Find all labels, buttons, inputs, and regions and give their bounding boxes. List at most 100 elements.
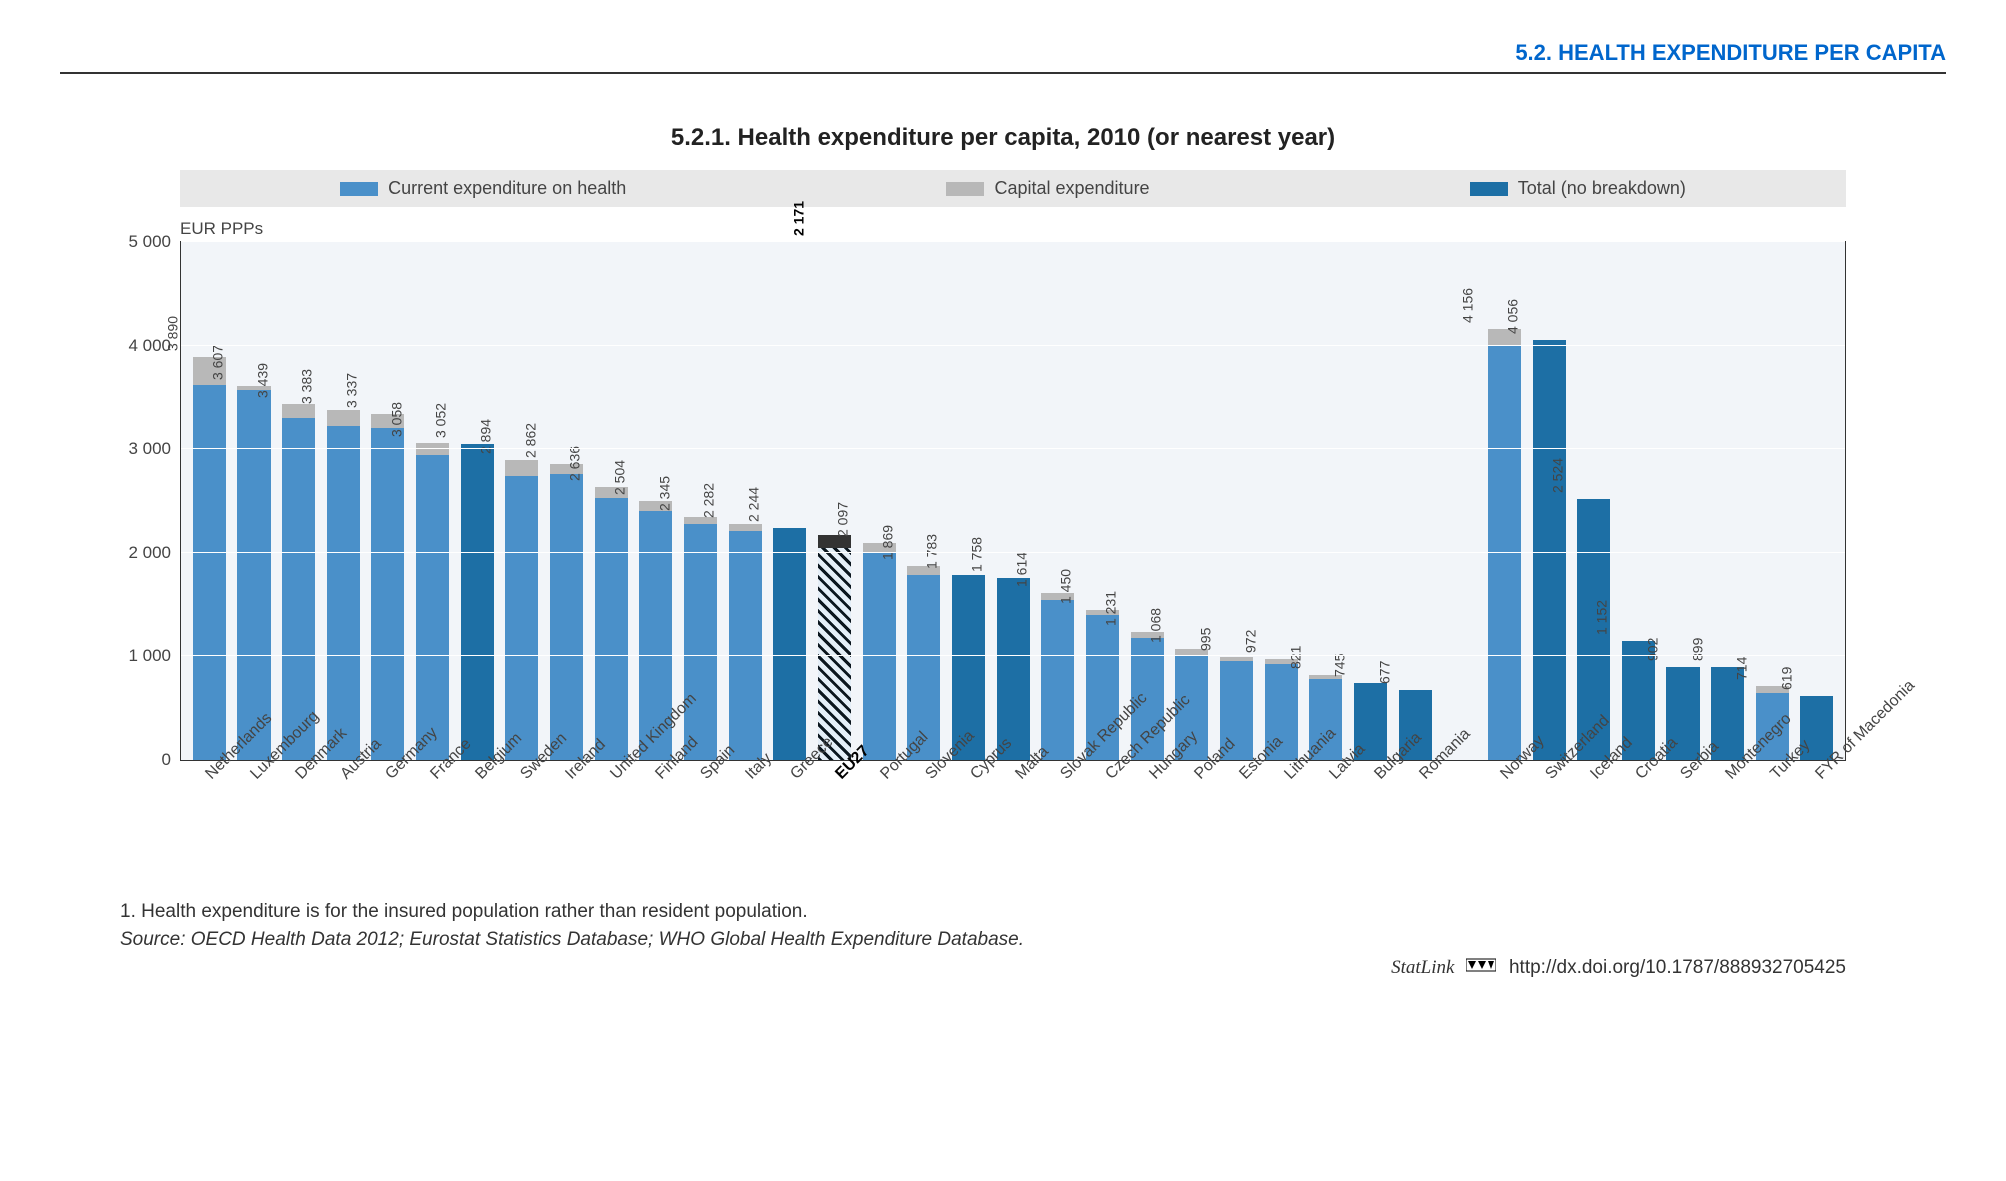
bar-slot: 3 052 xyxy=(455,242,500,760)
bar-slot: 3 439 xyxy=(276,242,321,760)
bar-slot: 1 758 xyxy=(991,242,1036,760)
bar-current xyxy=(684,524,717,760)
gridline xyxy=(181,345,1845,346)
bar-slot: 677 xyxy=(1393,242,1438,760)
bar-total: 2 244 xyxy=(773,528,806,760)
bar-current xyxy=(193,385,226,760)
y-tick-label: 1 000 xyxy=(111,646,171,666)
bar-value-label: 1 869 xyxy=(879,525,895,566)
bar-value-label: 1 614 xyxy=(1013,552,1029,593)
bar-value-label: 995 xyxy=(1198,628,1214,657)
bar-value-label: 2 097 xyxy=(835,502,851,543)
x-label-slot: Poland xyxy=(1175,765,1220,895)
y-tick-label: 5 000 xyxy=(111,232,171,252)
legend-swatch xyxy=(1470,182,1508,196)
bar-value-label: 902 xyxy=(1644,637,1660,666)
x-label-slot: Belgium xyxy=(456,765,501,895)
legend-label: Capital expenditure xyxy=(994,178,1149,199)
bar-value-label: 4 156 xyxy=(1460,288,1476,329)
bar-slot: 1 869 xyxy=(902,242,947,760)
x-label-slot: Slovenia xyxy=(905,765,950,895)
bar-current xyxy=(505,476,538,760)
x-label-slot: Austria xyxy=(321,765,366,895)
bar-value-label: 2 862 xyxy=(522,422,538,463)
x-label-slot: FYR of Macedonia xyxy=(1795,765,1840,895)
bar-current xyxy=(371,428,404,760)
bar-value-label: 3 052 xyxy=(433,403,449,444)
x-axis-labels: NetherlandsLuxembourgDenmarkAustriaGerma… xyxy=(180,765,1846,895)
legend-item: Current expenditure on health xyxy=(340,178,626,199)
x-label-slot: Estonia xyxy=(1220,765,1265,895)
bar-current xyxy=(237,390,270,760)
bar-value-label: 821 xyxy=(1287,646,1303,675)
x-label-slot: Finland xyxy=(636,765,681,895)
x-label-slot: Iceland xyxy=(1571,765,1616,895)
source-prefix: Source: xyxy=(120,929,185,950)
x-label-slot: Norway xyxy=(1481,765,1526,895)
x-label-slot: Greece xyxy=(770,765,815,895)
x-label-slot: Luxembourg xyxy=(231,765,276,895)
x-label-slot: Turkey xyxy=(1750,765,1795,895)
bar-current xyxy=(1041,600,1074,760)
x-label-slot: Slovak Republic xyxy=(1040,765,1085,895)
bar-slot: 3 383 xyxy=(321,242,366,760)
legend-swatch xyxy=(946,182,984,196)
x-label-slot: United Kingdom xyxy=(591,765,636,895)
bar-capital: 3 058 xyxy=(416,443,449,455)
y-axis-label: EUR PPPs xyxy=(180,219,1946,239)
bar-total: 1 758 xyxy=(997,578,1030,760)
bar-slot: 972 xyxy=(1259,242,1304,760)
bar-slot: 995 xyxy=(1214,242,1259,760)
legend-item: Capital expenditure xyxy=(946,178,1149,199)
bar-slot: 2 894 xyxy=(500,242,545,760)
bar-value-label: 1 758 xyxy=(969,537,985,578)
gridline xyxy=(181,241,1845,242)
bar-slot: 619 xyxy=(1795,242,1840,760)
bar-slot: 2 244 xyxy=(768,242,813,760)
x-label-slot: Netherlands xyxy=(186,765,231,895)
bar-slot: 3 058 xyxy=(410,242,455,760)
chart-footnote: 1. Health expenditure is for the insured… xyxy=(120,901,1946,923)
bar-current xyxy=(416,455,449,760)
x-label-slot: Bulgaria xyxy=(1355,765,1400,895)
bar-value-label: 2 171 xyxy=(790,201,806,242)
bar-value-label: 619 xyxy=(1778,667,1794,696)
legend-label: Current expenditure on health xyxy=(388,178,626,199)
bar-slot: 2 097 xyxy=(857,242,902,760)
chart-title: 5.2.1. Health expenditure per capita, 20… xyxy=(60,124,1946,152)
chart-source: Source: OECD Health Data 2012; Eurostat … xyxy=(120,929,1946,951)
x-label-slot: Cyprus xyxy=(950,765,995,895)
bar-value-label: 1 450 xyxy=(1058,569,1074,610)
bar-slot: 4 056 xyxy=(1527,242,1572,760)
x-label-slot: Czech Republic xyxy=(1085,765,1130,895)
bar-value-label: 3 439 xyxy=(254,363,270,404)
bar-slot: 1 152 xyxy=(1616,242,1661,760)
bar-value-label: 3 383 xyxy=(299,369,315,410)
bar-slot: 1 068 xyxy=(1169,242,1214,760)
bar-slot: 1 231 xyxy=(1125,242,1170,760)
bar-slot: 1 614 xyxy=(1035,242,1080,760)
statlink-url[interactable]: http://dx.doi.org/10.1787/888932705425 xyxy=(1509,957,1846,978)
legend-item: Total (no breakdown) xyxy=(1470,178,1686,199)
gridline xyxy=(181,655,1845,656)
bar-eu-hatched xyxy=(818,548,851,760)
page-section-header: 5.2. HEALTH EXPENDITURE PER CAPITA xyxy=(60,40,1946,74)
bar-current xyxy=(729,531,762,760)
gridline xyxy=(181,448,1845,449)
x-label-slot: Switzerland xyxy=(1526,765,1571,895)
bar-total: 4 056 xyxy=(1533,340,1566,760)
bar-value-label: 2 504 xyxy=(611,460,627,501)
bar-value-label: 2 636 xyxy=(567,446,583,487)
bar-slot: 2 524 xyxy=(1571,242,1616,760)
x-label-slot: Montenegro xyxy=(1705,765,1750,895)
gridline xyxy=(181,552,1845,553)
bar-total: 3 052 xyxy=(461,444,494,760)
x-label-slot: Latvia xyxy=(1310,765,1355,895)
y-tick-label: 0 xyxy=(111,750,171,770)
bar-value-label: 4 056 xyxy=(1504,299,1520,340)
bar-slot: 3 607 xyxy=(232,242,277,760)
bar-value-label: 2 244 xyxy=(745,486,761,527)
bar-value-label: 2 282 xyxy=(701,483,717,524)
y-tick-label: 3 000 xyxy=(111,439,171,459)
statlink: StatLink http://dx.doi.org/10.1787/88893… xyxy=(60,957,1846,979)
